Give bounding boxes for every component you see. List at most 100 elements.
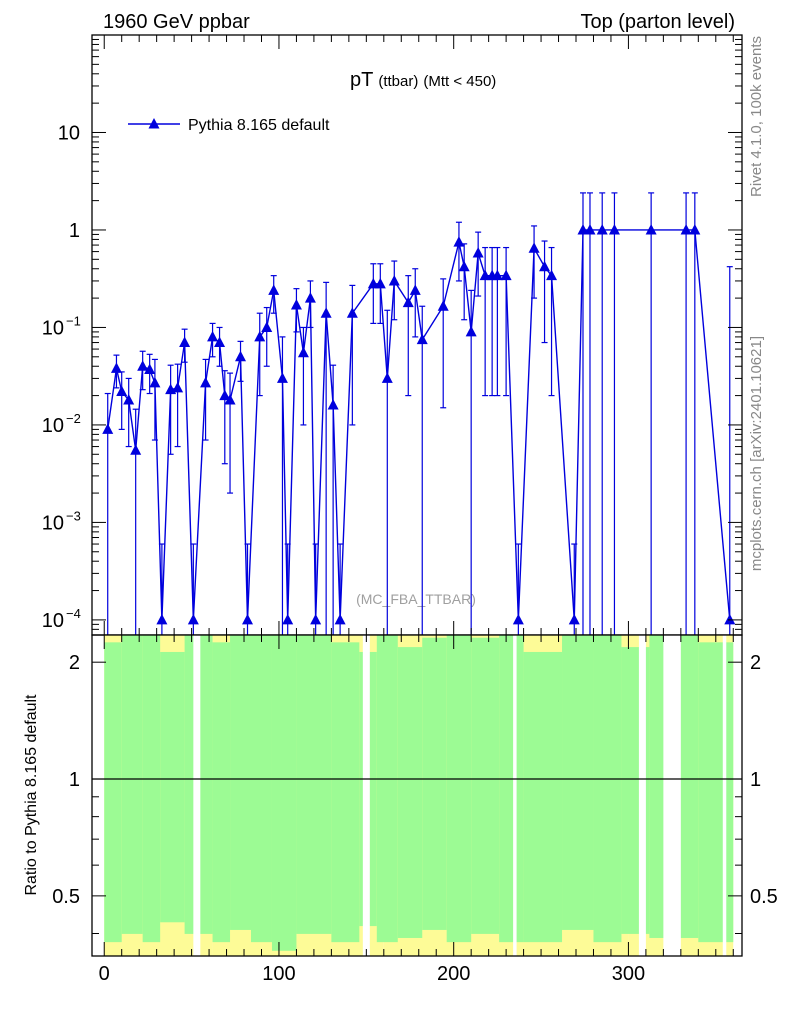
band-inner — [471, 637, 500, 934]
band-gap — [663, 635, 681, 956]
ratio-y-tick-label-right: 0.5 — [750, 886, 778, 908]
data-point — [680, 223, 692, 235]
data-point — [327, 399, 339, 410]
data-point — [207, 330, 219, 342]
data-point — [409, 284, 421, 295]
data-point — [235, 350, 247, 362]
ratio-y-tick-label-right: 2 — [750, 652, 761, 674]
data-point — [137, 360, 149, 371]
side-label-top: Rivet 4.1.0, 100k events — [748, 36, 765, 197]
data-point — [381, 372, 393, 383]
y-tick-exponent: −3 — [66, 508, 81, 523]
data-point — [479, 269, 491, 281]
band-inner — [160, 651, 185, 923]
y-tick-exponent: −4 — [66, 606, 81, 621]
data-point — [491, 269, 503, 281]
data-point — [261, 321, 273, 332]
data-point — [268, 284, 280, 295]
data-point — [402, 296, 414, 308]
ratio-bands — [104, 635, 734, 956]
main-series — [102, 192, 736, 635]
data-point — [472, 247, 484, 258]
data-point — [187, 613, 199, 625]
band-inner — [212, 642, 231, 943]
data-point — [645, 223, 657, 235]
data-point — [689, 223, 701, 235]
y-tick-label: 10 — [42, 610, 64, 632]
ratio-y-tick-label: 2 — [69, 652, 80, 674]
data-point — [528, 242, 540, 253]
data-point — [172, 381, 184, 393]
data-point — [110, 362, 122, 373]
legend: Pythia 8.165 default — [128, 117, 330, 134]
data-point — [500, 269, 512, 281]
data-point — [130, 444, 142, 455]
ratio-frame — [91, 634, 743, 957]
plot-title-extra: (Mtt < 450) — [423, 73, 496, 90]
band-gap — [513, 635, 517, 956]
band-inner — [562, 635, 594, 930]
data-point — [149, 376, 161, 388]
data-point — [374, 277, 386, 289]
band-inner — [593, 635, 622, 943]
band-gap — [638, 635, 646, 956]
data-point — [116, 385, 128, 397]
data-point — [539, 260, 551, 272]
band-inner — [499, 635, 524, 943]
main-panel: pT (ttbar) (Mtt < 450) Pythia 8.165 defaul… — [42, 34, 743, 636]
y-tick-exponent: −2 — [66, 411, 81, 426]
legend-marker — [148, 118, 160, 129]
plot-title-sub: (ttbar) — [378, 73, 418, 90]
data-point — [334, 613, 346, 625]
y-tick-label: 10 — [42, 512, 64, 534]
data-point — [320, 307, 332, 318]
data-point — [276, 372, 288, 383]
data-point — [367, 277, 379, 289]
ratio-y-tick-label: 1 — [69, 769, 80, 791]
data-point — [346, 307, 358, 318]
data-point — [577, 223, 589, 235]
series-line — [107, 229, 731, 620]
band-inner — [523, 651, 563, 943]
band-inner — [121, 635, 143, 934]
data-point — [179, 336, 191, 348]
y-tick-label: 10 — [42, 415, 64, 437]
watermark: (MC_FBA_TTBAR) — [356, 591, 476, 607]
data-point — [465, 325, 477, 337]
data-point — [584, 223, 596, 235]
ratio-ticks: 0.5 0.5 1 1 2 2 0 100 200 300 — [52, 635, 778, 985]
data-point — [214, 336, 226, 348]
data-point — [224, 394, 236, 405]
band-gap — [722, 635, 727, 956]
data-point — [568, 613, 580, 625]
band-inner — [376, 635, 398, 943]
data-point — [458, 260, 470, 272]
data-point — [144, 363, 156, 375]
data-point — [242, 613, 254, 625]
y-tick-label: 1 — [69, 220, 80, 242]
band-inner — [422, 637, 447, 930]
band-inner — [251, 635, 272, 943]
plot-title-main: pT — [350, 69, 373, 91]
data-point — [388, 274, 400, 286]
band-inner — [271, 635, 297, 951]
data-point — [416, 333, 428, 345]
data-point — [304, 292, 316, 303]
ratio-y-tick-label: 0.5 — [52, 886, 80, 908]
data-point — [310, 613, 322, 625]
band-inner — [397, 647, 423, 938]
data-point — [608, 223, 620, 235]
ratio-ylabel: Ratio to Pythia 8.165 default — [23, 694, 40, 896]
ratio-panel: 0.5 0.5 1 1 2 2 0 100 200 300 Ratio to Pythia 8.1… — [23, 634, 778, 985]
data-point — [254, 330, 266, 342]
y-tick-label: 10 — [42, 317, 64, 339]
data-point — [282, 613, 294, 625]
band-gap — [193, 635, 201, 956]
data-point — [297, 346, 309, 358]
x-tick-label: 0 — [99, 963, 110, 985]
data-point — [596, 223, 608, 235]
band-inner — [296, 635, 332, 934]
data-point — [156, 613, 168, 625]
